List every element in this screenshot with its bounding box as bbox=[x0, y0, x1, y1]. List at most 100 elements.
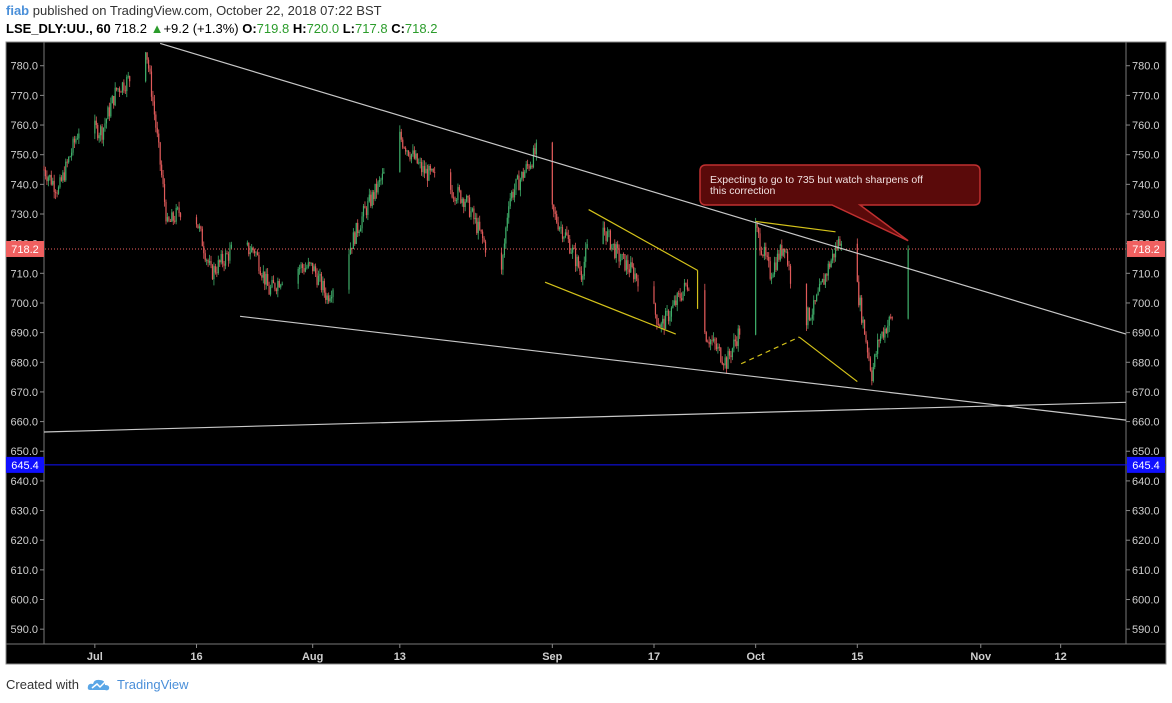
last-price: 718.2 bbox=[114, 21, 147, 36]
candle-body bbox=[78, 133, 80, 139]
candle-body bbox=[875, 353, 877, 355]
candle-body bbox=[721, 361, 723, 365]
high-label: H: bbox=[292, 21, 307, 36]
candle-body bbox=[720, 347, 722, 362]
candle-body bbox=[614, 243, 616, 259]
candle-body bbox=[788, 264, 790, 267]
candle-body bbox=[666, 310, 668, 312]
candle-body bbox=[178, 207, 180, 214]
author-name[interactable]: fiab bbox=[6, 3, 30, 18]
price-change: +9.2 (+1.3%) bbox=[163, 21, 239, 36]
candle-body bbox=[229, 248, 231, 261]
candle-body bbox=[676, 293, 678, 306]
y-tick-label: 750.0 bbox=[1132, 150, 1160, 162]
candle-body bbox=[673, 300, 675, 305]
tradingview-brand[interactable]: TradingView bbox=[116, 677, 189, 692]
published-info: published on TradingView.com, October 22… bbox=[32, 3, 382, 18]
candle-body bbox=[210, 261, 212, 266]
candle-body bbox=[808, 307, 810, 320]
candle-body bbox=[476, 218, 478, 234]
y-tick-label: 630.0 bbox=[1132, 506, 1160, 518]
channel-bottom-trendline bbox=[544, 281, 676, 335]
candle-body bbox=[357, 222, 359, 234]
candle-body bbox=[94, 120, 96, 134]
candle-body bbox=[711, 340, 713, 342]
candle-body bbox=[551, 142, 553, 205]
dashed-link-trendline bbox=[740, 336, 800, 365]
candle-body bbox=[833, 253, 835, 258]
plot-background bbox=[5, 41, 1167, 665]
candle-body bbox=[686, 284, 688, 290]
candle-body bbox=[659, 324, 661, 328]
candle-body bbox=[818, 283, 821, 292]
candle-body bbox=[256, 252, 259, 256]
y-tick-label: 780.0 bbox=[10, 61, 38, 73]
candle-body bbox=[95, 120, 97, 125]
candle-body bbox=[506, 217, 508, 228]
x-tick-label: 16 bbox=[190, 651, 202, 663]
candles-group bbox=[43, 51, 909, 386]
candle-body bbox=[608, 230, 610, 232]
candle-body bbox=[265, 273, 267, 285]
candle-body bbox=[609, 230, 612, 250]
candle-body bbox=[146, 52, 148, 60]
candle-body bbox=[781, 245, 783, 256]
candle-body bbox=[773, 262, 776, 275]
x-tick-label: Sep bbox=[542, 651, 562, 663]
candle-body bbox=[715, 343, 718, 350]
candle-body bbox=[153, 101, 155, 115]
candle-body bbox=[159, 142, 161, 165]
price-chart[interactable]: 590.0 590.0 600.0 600.0 610.0 610.0 620.0 620.0… bbox=[0, 0, 1172, 670]
tradingview-cloud-icon[interactable] bbox=[87, 678, 111, 692]
support-level-badge bbox=[1127, 456, 1165, 473]
candle-body bbox=[114, 87, 116, 106]
candle-body bbox=[874, 354, 876, 367]
candle-body bbox=[618, 248, 620, 262]
candle-body bbox=[457, 187, 459, 201]
y-tick-label: 660.0 bbox=[1132, 417, 1160, 429]
candle-body bbox=[630, 262, 632, 273]
candle-body bbox=[53, 180, 55, 193]
candle-body bbox=[727, 351, 729, 369]
candle-body bbox=[104, 123, 106, 128]
candle-body bbox=[230, 244, 232, 249]
candle-body bbox=[304, 268, 307, 272]
candle-body bbox=[468, 197, 471, 217]
candle-body bbox=[426, 168, 429, 181]
candle-body bbox=[166, 217, 169, 222]
candle-body bbox=[817, 291, 819, 295]
candle-body bbox=[612, 243, 614, 245]
candle-body bbox=[586, 244, 588, 248]
candle-body bbox=[434, 172, 436, 173]
candle-body bbox=[253, 250, 256, 253]
candle-body bbox=[97, 124, 99, 139]
last-price-badge-label: 718.2 bbox=[1132, 244, 1160, 256]
candle-body bbox=[57, 187, 60, 194]
candle-body bbox=[126, 76, 128, 92]
candle-body bbox=[463, 199, 465, 208]
candle-body bbox=[431, 168, 433, 171]
candle-body bbox=[484, 241, 487, 253]
symbol-label[interactable]: LSE_DLY:UU., 60 bbox=[6, 21, 111, 36]
y-tick-label: 760.0 bbox=[10, 120, 38, 132]
candle-body bbox=[621, 254, 623, 260]
candle-body bbox=[823, 279, 825, 285]
candle-body bbox=[890, 316, 892, 318]
ohlc-legend: LSE_DLY:UU., 60 718.2 ▲+9.2 (+1.3%) O:71… bbox=[6, 21, 437, 36]
created-with-label: Created with bbox=[6, 677, 79, 692]
candle-body bbox=[200, 226, 202, 229]
candle-body bbox=[678, 293, 680, 295]
candle-body bbox=[313, 266, 315, 272]
candle-body bbox=[214, 266, 216, 273]
candle-body bbox=[480, 229, 482, 232]
candle-body bbox=[118, 88, 121, 92]
candle-body bbox=[403, 147, 405, 149]
candle-body bbox=[323, 280, 325, 293]
candle-body bbox=[280, 284, 282, 288]
candle-body bbox=[862, 319, 864, 323]
candle-body bbox=[165, 201, 167, 222]
candle-body bbox=[317, 275, 320, 285]
candle-body bbox=[155, 114, 157, 128]
candle-body bbox=[275, 289, 277, 292]
candle-body bbox=[174, 220, 176, 222]
